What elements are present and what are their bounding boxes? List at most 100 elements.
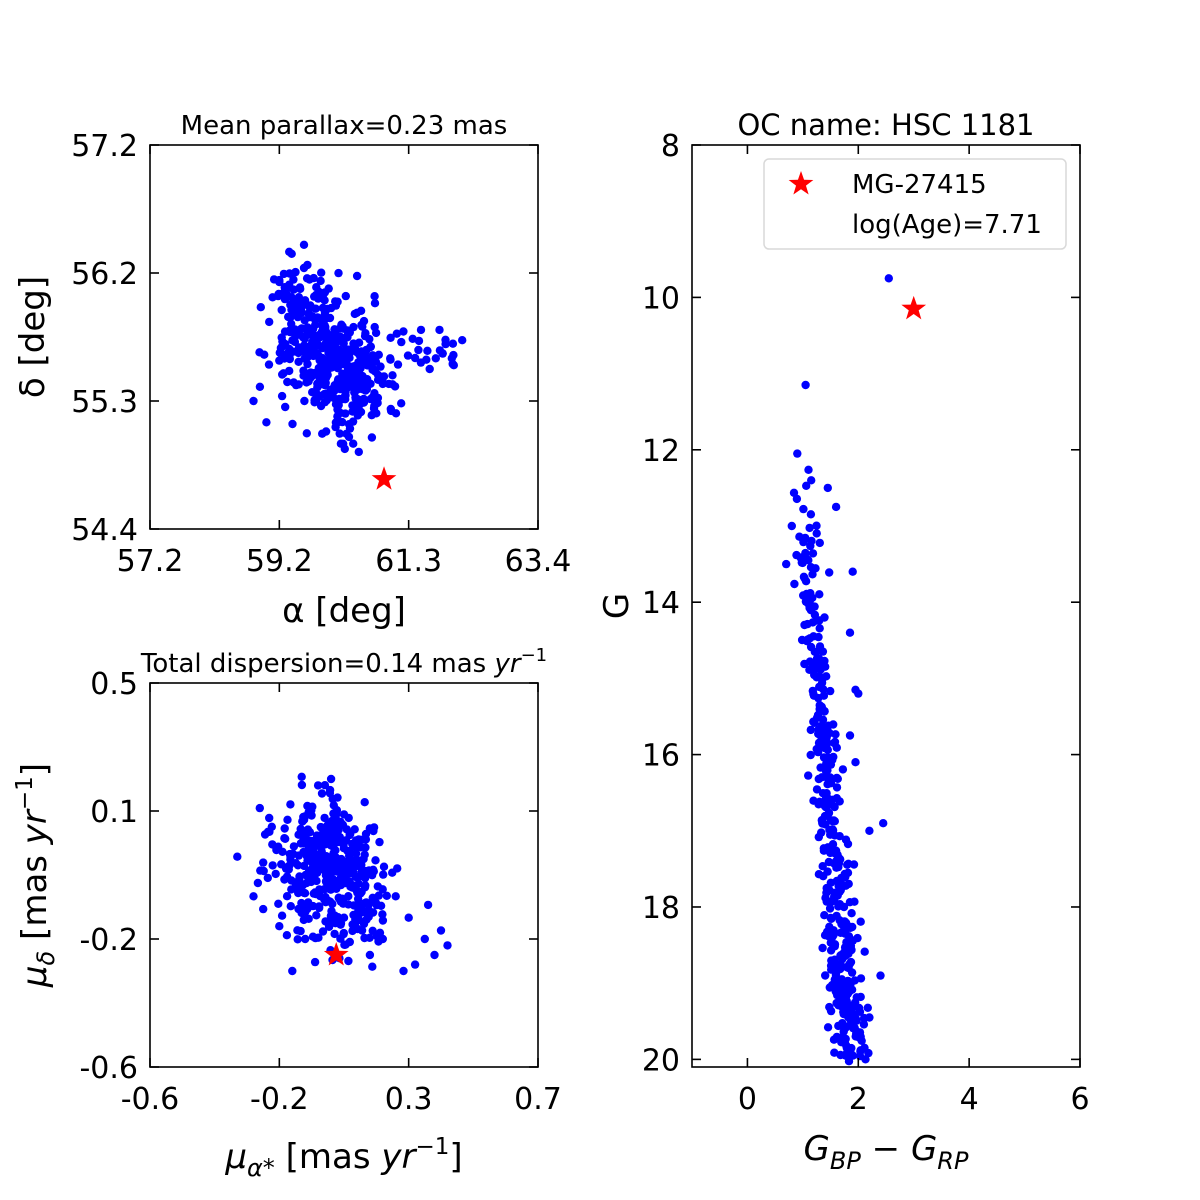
member-point	[339, 840, 348, 849]
member-point	[831, 730, 840, 739]
member-point	[860, 947, 869, 956]
member-point	[815, 682, 824, 692]
member-point	[820, 744, 830, 753]
member-point	[408, 334, 417, 343]
member-point	[330, 929, 339, 939]
member-point	[302, 851, 311, 861]
proper-motion-xlabel: μα* [mas yr−1]	[224, 1134, 462, 1182]
x-tick-label: -0.2	[250, 1082, 309, 1117]
member-point	[382, 891, 391, 900]
member-point	[361, 843, 370, 852]
axes-frame	[149, 144, 539, 530]
member-point	[804, 556, 813, 565]
member-point	[399, 327, 408, 336]
member-point	[393, 360, 403, 369]
member-point	[293, 312, 302, 322]
member-point	[336, 349, 346, 358]
member-point	[282, 892, 292, 901]
member-point	[809, 632, 818, 641]
member-point	[313, 781, 323, 790]
member-point	[249, 892, 258, 901]
member-point	[824, 759, 833, 768]
member-point	[443, 941, 452, 950]
member-point	[348, 364, 358, 373]
member-point	[311, 304, 320, 313]
member-point	[844, 1013, 853, 1022]
member-point	[375, 837, 384, 847]
member-point	[346, 858, 355, 867]
legend-box	[763, 158, 1067, 250]
member-point	[275, 356, 284, 365]
member-point	[354, 879, 363, 888]
member-point	[812, 647, 821, 657]
member-point	[851, 998, 860, 1007]
member-point	[449, 361, 458, 370]
member-point	[311, 320, 320, 329]
member-point	[314, 352, 323, 361]
member-point	[804, 771, 813, 780]
member-point	[376, 901, 386, 910]
member-point	[416, 325, 426, 335]
member-point	[357, 860, 366, 870]
member-point	[884, 274, 893, 283]
member-point	[303, 825, 313, 834]
member-point	[320, 781, 330, 790]
member-point	[262, 418, 271, 427]
member-point	[376, 362, 385, 371]
member-point	[838, 1019, 847, 1028]
member-point	[285, 849, 294, 859]
member-point	[288, 419, 297, 429]
member-point	[336, 934, 345, 943]
member-point	[317, 824, 327, 833]
member-point	[345, 830, 354, 840]
member-point	[806, 750, 815, 760]
legend: MG-27415 log(Age)=7.71	[763, 158, 1067, 250]
member-point	[822, 897, 831, 906]
member-point	[310, 292, 319, 301]
x-tick-label: 4	[960, 1082, 979, 1117]
member-point	[350, 840, 360, 850]
member-point	[312, 911, 321, 920]
member-point	[310, 957, 320, 967]
member-point	[275, 348, 284, 357]
member-point	[305, 275, 314, 284]
member-point	[420, 934, 429, 944]
member-point	[359, 394, 368, 404]
member-point	[287, 876, 296, 885]
x-tick-label: -0.6	[121, 1082, 180, 1117]
legend-label-age: log(Age)=7.71	[852, 210, 1042, 240]
target-star-marker	[901, 295, 927, 320]
member-point	[268, 293, 277, 302]
member-point	[331, 809, 341, 818]
member-point	[386, 354, 395, 363]
member-point	[344, 813, 353, 823]
member-point	[303, 260, 312, 270]
proper-motion-ylabel: μδ [mas yr−1]	[12, 763, 60, 988]
member-point	[304, 914, 313, 923]
member-point	[275, 275, 284, 285]
member-point	[814, 774, 823, 784]
member-point	[298, 817, 307, 826]
member-point	[348, 926, 357, 936]
member-point	[410, 353, 420, 363]
member-point	[416, 358, 426, 367]
member-point	[368, 351, 377, 360]
member-point	[830, 817, 839, 826]
member-point	[818, 862, 827, 871]
member-point	[829, 720, 838, 729]
member-point	[800, 573, 809, 583]
member-point	[349, 439, 358, 448]
member-point	[340, 357, 349, 366]
member-point	[823, 1023, 833, 1032]
member-point	[299, 371, 308, 380]
member-point	[277, 911, 287, 920]
member-point	[365, 933, 374, 942]
member-point	[268, 861, 277, 870]
member-point	[331, 344, 340, 353]
member-point	[315, 369, 325, 378]
member-point	[414, 345, 423, 355]
member-point	[356, 373, 365, 382]
member-point	[823, 780, 832, 789]
member-point	[370, 322, 379, 332]
member-point	[378, 910, 387, 919]
